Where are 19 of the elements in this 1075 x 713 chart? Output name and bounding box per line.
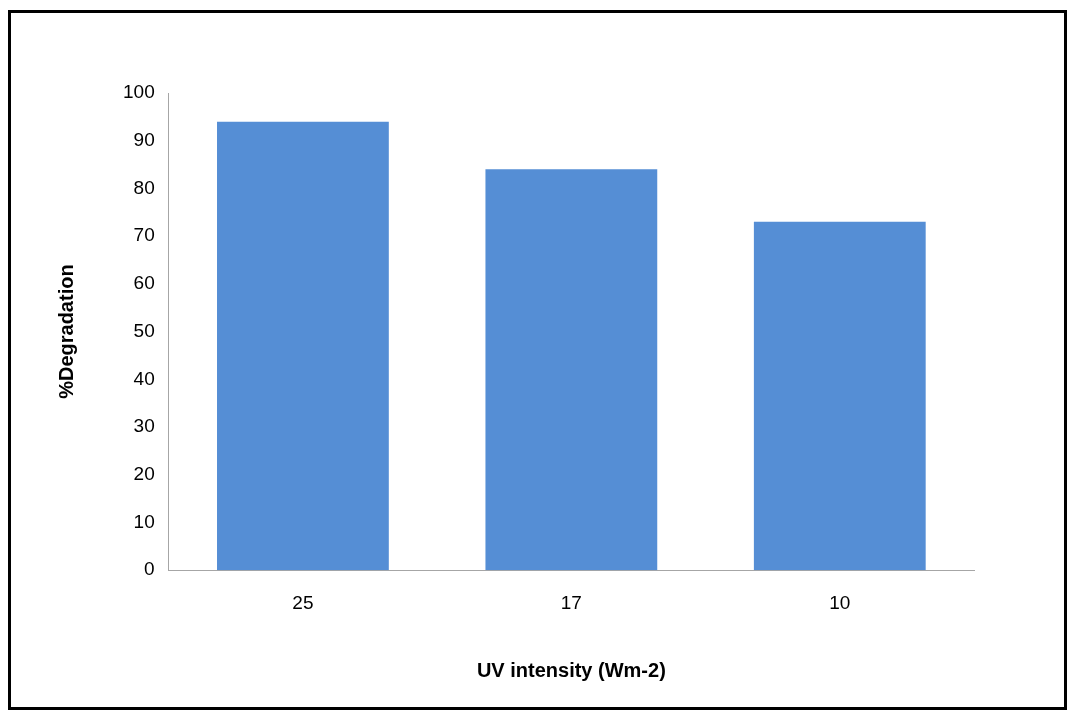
y-tick-label: 20: [133, 462, 155, 484]
bar: [217, 121, 389, 571]
y-tick-label: 100: [123, 81, 155, 103]
y-tick-label: 90: [133, 128, 155, 150]
y-tick-label: 70: [133, 224, 155, 246]
bar: [485, 169, 658, 571]
x-tick-label: 25: [292, 591, 314, 613]
y-tick-label: 10: [133, 510, 155, 532]
y-tick-label: 0: [144, 558, 155, 580]
y-axis-title: %Degradation: [54, 264, 77, 399]
x-tick-label: 17: [560, 591, 582, 613]
x-tick-label: 10: [829, 591, 851, 613]
bar: [753, 221, 926, 571]
y-tick-label: 30: [133, 415, 155, 437]
y-tick-label: 60: [133, 272, 155, 294]
x-axis-title: UV intensity (Wm-2): [476, 658, 666, 681]
y-tick-label: 50: [133, 319, 155, 341]
y-tick-label: 80: [133, 176, 155, 198]
y-tick-label: 40: [133, 367, 155, 389]
